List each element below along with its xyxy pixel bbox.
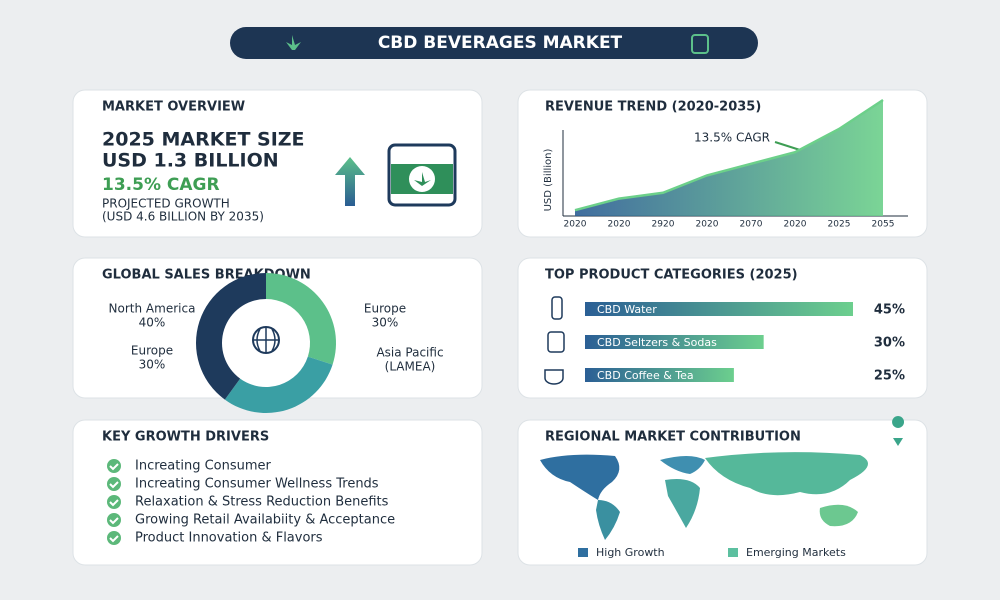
projection: PROJECTED GROWTH <box>102 197 230 211</box>
driver-item: Increating Consumer Wellness Trends <box>135 477 379 492</box>
donut-segment <box>266 273 336 365</box>
card <box>72 419 483 566</box>
segment-label: Europe <box>131 344 173 358</box>
y-axis-label: USD (Billion) <box>543 149 554 212</box>
x-tick-label: 2020 <box>696 220 719 230</box>
area <box>575 100 883 216</box>
annotation: 13.5% CAGR <box>694 131 770 145</box>
card-title: REVENUE TREND (2020-2035) <box>545 100 761 115</box>
card-title: TOP PRODUCT CATEGORIES (2025) <box>545 268 798 283</box>
value-label: 45% <box>874 303 905 318</box>
line <box>574 98 884 212</box>
x-tick-label: 2020 <box>564 220 587 230</box>
segment-label: Asia Pacific <box>376 346 443 360</box>
leaf-icon <box>414 172 431 186</box>
bar <box>585 335 764 349</box>
check-icon <box>107 495 121 509</box>
check-icon <box>109 535 119 543</box>
annotation-arrow <box>774 141 801 151</box>
check-icon <box>107 531 121 545</box>
check-icon <box>109 481 119 489</box>
segment-label: North America <box>109 302 196 316</box>
bar <box>585 368 734 382</box>
can-icon <box>547 331 565 353</box>
x-tick-label: 2070 <box>740 220 763 230</box>
can-icon <box>691 34 709 54</box>
card <box>72 89 483 238</box>
donut-segment <box>195 273 266 400</box>
bar-label: CBD Water <box>597 303 657 316</box>
legend-swatch <box>578 548 588 557</box>
card <box>517 257 928 399</box>
x-tick-label: 2020 <box>608 220 631 230</box>
donut-segment <box>224 356 333 413</box>
legend-label: Emerging Markets <box>746 546 846 559</box>
driver-item: Relaxation & Stress Reduction Benefits <box>135 495 389 510</box>
x-tick-label: 2025 <box>828 220 851 230</box>
segment-label: (LAMEA) <box>385 360 436 374</box>
cagr: 13.5% CAGR <box>102 175 220 195</box>
size-label: 2025 MARKET SIZE <box>102 129 305 151</box>
bottle-icon <box>551 296 563 320</box>
card-title: MARKET OVERVIEW <box>102 100 245 115</box>
x-tick-label: 2020 <box>784 220 807 230</box>
world-map <box>540 452 868 540</box>
x-tick-label: 2920 <box>652 220 675 230</box>
bar-label: CBD Coffee & Tea <box>597 369 694 382</box>
segment-value: 30% <box>372 316 399 330</box>
segment-value: 40% <box>139 316 166 330</box>
x-tick-label: 2055 <box>872 220 895 230</box>
card-title: REGIONAL MARKET CONTRIBUTION <box>545 430 801 445</box>
bar <box>585 302 853 316</box>
check-icon <box>107 477 121 491</box>
bar-label: CBD Seltzers & Sodas <box>597 336 717 349</box>
legend-swatch <box>728 548 738 557</box>
check-icon <box>107 513 121 527</box>
title-pill <box>230 27 758 59</box>
driver-item: Growing Retail Availabiity & Acceptance <box>135 513 395 528</box>
page-title: CBD BEVERAGES MARKET <box>378 33 623 53</box>
projection: (USD 4.6 BILLION BY 2035) <box>102 210 264 224</box>
value-label: 30% <box>874 336 905 351</box>
pin-icon <box>892 416 905 446</box>
driver-item: Increating Consumer <box>135 459 272 474</box>
legend-label: High Growth <box>596 546 665 559</box>
leaf-icon <box>286 35 301 50</box>
card-title: KEY GROWTH DRIVERS <box>102 430 269 445</box>
driver-item: Product Innovation & Flavors <box>135 531 323 546</box>
globe-icon <box>253 327 279 353</box>
check-icon <box>109 499 119 507</box>
check-icon <box>107 459 121 473</box>
value-label: 25% <box>874 369 905 384</box>
size-value: USD 1.3 BILLION <box>102 150 279 172</box>
check-icon <box>109 463 119 471</box>
segment-value: 30% <box>139 358 166 372</box>
check-icon <box>109 517 119 525</box>
cup-icon <box>544 369 564 385</box>
up-arrow <box>335 157 365 206</box>
segment-label: Europe <box>364 302 406 316</box>
